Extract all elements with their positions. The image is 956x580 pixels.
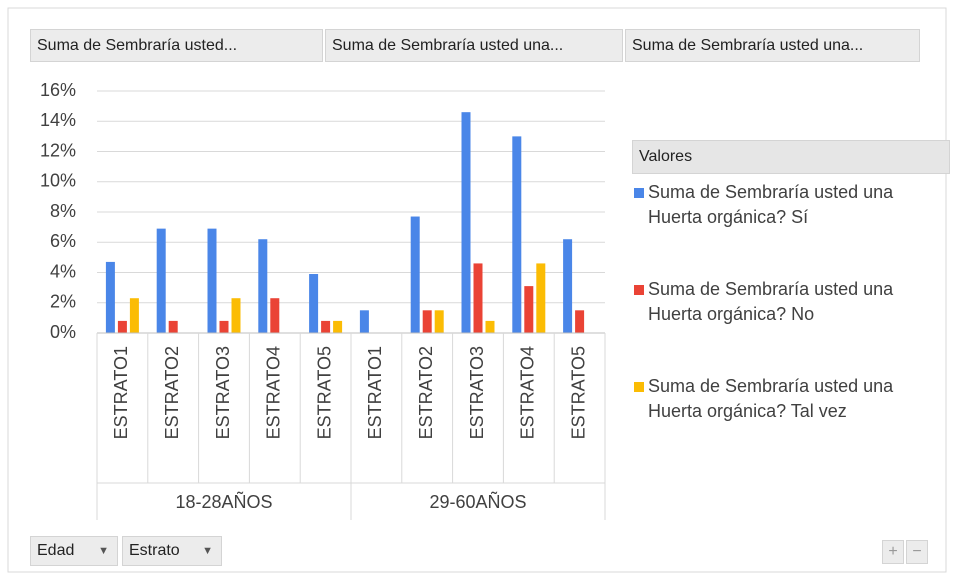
bar	[207, 228, 217, 333]
y-tick-label: 0%	[50, 322, 76, 342]
dropdown-arrow[interactable]: ▼	[202, 545, 213, 557]
value-field-button[interactable]: Suma de Sembraría usted...	[30, 29, 323, 62]
x-tick-label: ESTRATO5	[568, 346, 588, 439]
y-tick-label: 2%	[50, 292, 76, 312]
bar	[524, 286, 534, 333]
dropdown-arrow[interactable]: ▼	[98, 545, 109, 557]
row-field-button[interactable]: Edad ▼	[30, 536, 118, 566]
bar	[156, 228, 166, 333]
legend-label: Suma de Sembraría usted una Huerta orgán…	[648, 376, 894, 421]
collapse-button[interactable]: −	[906, 540, 928, 564]
bar	[105, 261, 115, 333]
x-tick-label: ESTRATO4	[264, 346, 284, 439]
bar	[473, 263, 483, 333]
value-field-button[interactable]: Suma de Sembraría usted una...	[325, 29, 623, 62]
y-tick-label: 4%	[50, 261, 76, 281]
y-tick-label: 8%	[50, 201, 76, 221]
legend-entry: Suma de Sembraría usted una Huerta orgán…	[634, 374, 948, 424]
expand-button[interactable]: +	[882, 540, 904, 564]
bar	[129, 298, 139, 333]
bar	[168, 320, 178, 333]
x-tick-label: ESTRATO1	[111, 346, 131, 439]
x-tick-label: ESTRATO5	[314, 346, 334, 439]
legend-title: Valores	[632, 140, 950, 174]
x-tick-label: ESTRATO3	[467, 346, 487, 439]
bar	[219, 320, 229, 333]
y-tick-label: 12%	[40, 140, 76, 160]
x-tick-label: ESTRATO3	[213, 346, 233, 439]
value-field-button[interactable]: Suma de Sembraría usted una...	[625, 29, 920, 62]
row-field-button[interactable]: Estrato ▼	[122, 536, 222, 566]
bar	[575, 310, 585, 333]
legend-entry: Suma de Sembraría usted una Huerta orgán…	[634, 180, 948, 230]
legend-swatch	[634, 285, 644, 295]
chart-frame	[7, 7, 947, 573]
bar	[422, 310, 432, 333]
bar	[321, 320, 331, 333]
bar	[231, 298, 241, 333]
group-label: 29-60AÑOS	[429, 491, 526, 512]
bar	[563, 239, 573, 333]
x-tick-label: ESTRATO1	[365, 346, 385, 439]
bar	[359, 310, 369, 333]
x-tick-label: ESTRATO2	[416, 346, 436, 439]
legend-entry: Suma de Sembraría usted una Huerta orgán…	[634, 277, 948, 327]
bar	[309, 274, 319, 333]
bar	[333, 320, 343, 333]
field-name: Estrato	[129, 542, 180, 559]
bar	[461, 112, 471, 333]
legend-swatch	[634, 382, 644, 392]
x-tick-label: ESTRATO2	[162, 346, 182, 439]
bar	[434, 310, 444, 333]
field-name: Edad	[37, 542, 75, 559]
bar	[485, 320, 495, 333]
bar	[512, 136, 522, 333]
y-tick-label: 14%	[40, 110, 76, 130]
legend-label: Suma de Sembraría usted una Huerta orgán…	[648, 279, 894, 324]
legend-label: Suma de Sembraría usted una Huerta orgán…	[648, 182, 894, 227]
y-tick-label: 16%	[40, 80, 76, 100]
y-tick-label: 10%	[40, 171, 76, 191]
y-tick-label: 6%	[50, 231, 76, 251]
bar	[536, 263, 546, 333]
bar	[117, 320, 127, 333]
group-label: 18-28AÑOS	[175, 491, 272, 512]
bar	[270, 298, 280, 333]
bar	[258, 239, 268, 333]
legend-swatch	[634, 188, 644, 198]
x-tick-label: ESTRATO4	[518, 346, 538, 439]
bar	[410, 216, 420, 333]
